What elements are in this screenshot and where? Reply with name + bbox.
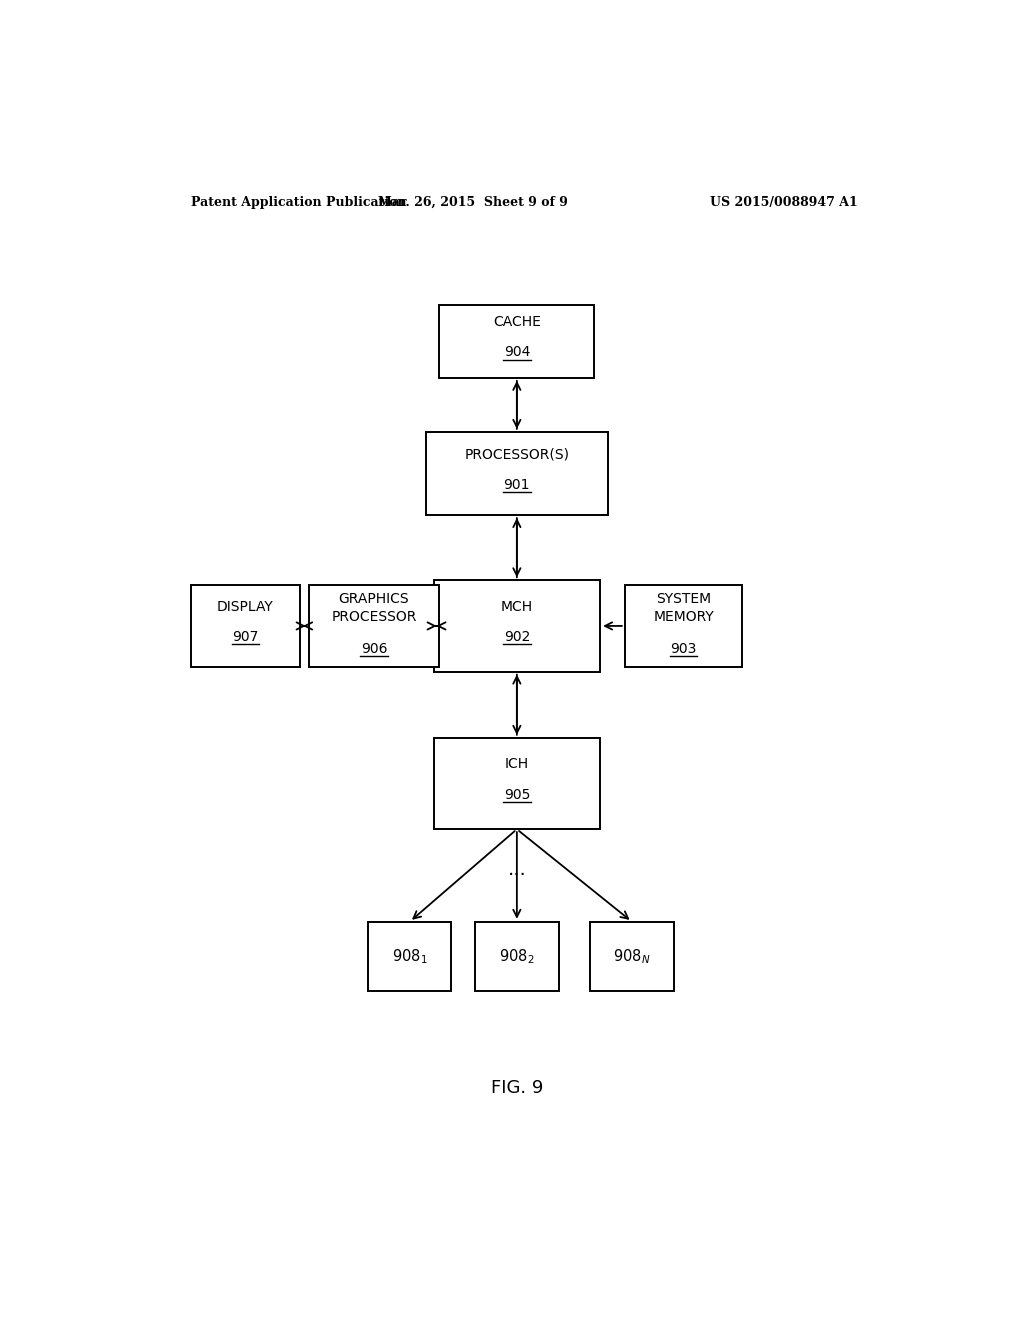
Bar xyxy=(475,921,558,991)
Bar xyxy=(368,921,452,991)
Text: 901: 901 xyxy=(504,478,530,491)
Text: ICH: ICH xyxy=(505,758,529,771)
Text: CACHE: CACHE xyxy=(493,315,541,329)
Bar xyxy=(625,585,742,667)
Text: SYSTEM: SYSTEM xyxy=(656,591,711,606)
Text: 902: 902 xyxy=(504,630,530,644)
Text: $908_{1}$: $908_{1}$ xyxy=(392,946,427,966)
Bar xyxy=(426,432,608,515)
Bar xyxy=(308,585,439,667)
Text: $908_{N}$: $908_{N}$ xyxy=(613,946,650,966)
Text: ...: ... xyxy=(508,861,526,879)
Text: 906: 906 xyxy=(360,643,387,656)
Text: US 2015/0088947 A1: US 2015/0088947 A1 xyxy=(711,195,858,209)
Text: $908_{2}$: $908_{2}$ xyxy=(499,946,535,966)
Text: 903: 903 xyxy=(671,643,696,656)
Bar xyxy=(190,585,300,667)
Text: DISPLAY: DISPLAY xyxy=(217,599,273,614)
Text: MCH: MCH xyxy=(501,599,532,614)
Text: MEMORY: MEMORY xyxy=(653,610,714,624)
Text: 905: 905 xyxy=(504,788,530,801)
Bar xyxy=(433,581,600,672)
Text: FIG. 9: FIG. 9 xyxy=(490,1080,543,1097)
Bar xyxy=(433,738,600,829)
Bar xyxy=(590,921,674,991)
Text: PROCESSOR: PROCESSOR xyxy=(332,610,417,624)
Text: GRAPHICS: GRAPHICS xyxy=(339,591,410,606)
Text: PROCESSOR(S): PROCESSOR(S) xyxy=(464,447,569,461)
Text: 907: 907 xyxy=(232,630,259,644)
Text: Patent Application Publication: Patent Application Publication xyxy=(191,195,407,209)
Text: 904: 904 xyxy=(504,346,530,359)
Bar xyxy=(439,305,594,378)
Text: Mar. 26, 2015  Sheet 9 of 9: Mar. 26, 2015 Sheet 9 of 9 xyxy=(378,195,568,209)
